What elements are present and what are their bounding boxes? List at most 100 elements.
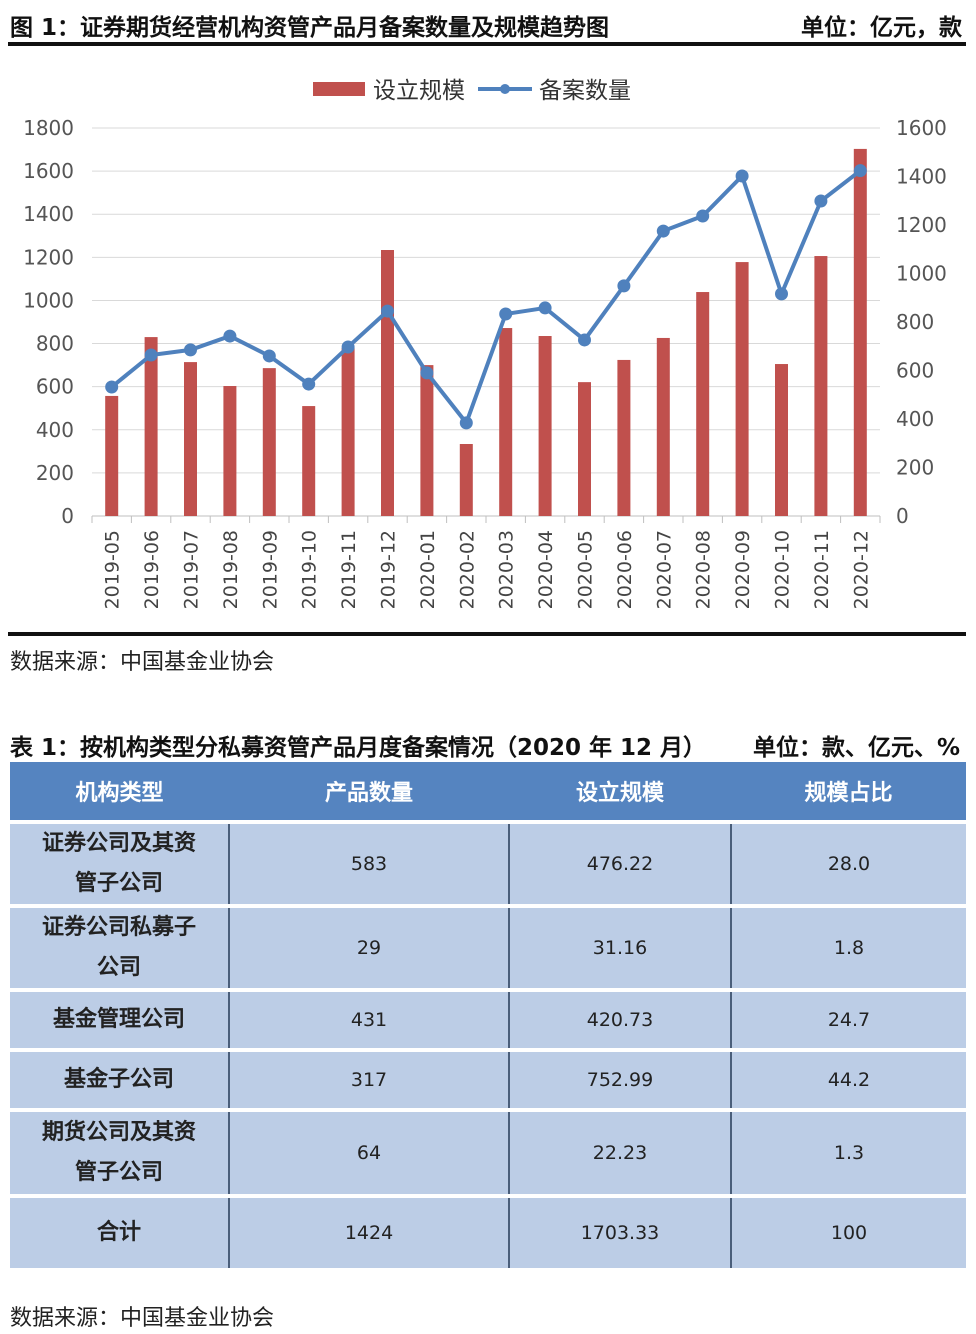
point-2019-07 (184, 343, 197, 357)
y-right-tick-label: 0 (896, 504, 909, 528)
x-tick-label: 2019-12 (378, 530, 400, 609)
bar-2020-07 (656, 337, 670, 516)
bar-2020-02 (459, 444, 473, 516)
point-2019-11 (341, 340, 355, 354)
table-row: 合计 1424 1703.33 100 (10, 1196, 966, 1268)
table-cell: 1703.33 (508, 1196, 731, 1268)
table-cell: 22.23 (508, 1110, 731, 1198)
point-2019-10 (302, 377, 316, 391)
y-right-tick-label: 400 (896, 407, 934, 431)
table-cell: 476.22 (508, 822, 731, 908)
x-tick-label: 2019-07 (181, 530, 203, 609)
y-left-tick-label: 600 (36, 375, 74, 399)
row-label: 合计 (10, 1196, 229, 1268)
y-right-tick-label: 1200 (896, 213, 947, 237)
table-cell: 28.0 (730, 822, 966, 908)
y-left-tick-label: 1200 (23, 245, 74, 269)
x-tick-label: 2020-06 (614, 530, 636, 609)
table-row: 基金子公司 317 752.99 44.2 (10, 1050, 966, 1112)
y-left-tick-label: 1400 (23, 202, 74, 226)
table-cell: 24.7 (730, 990, 966, 1052)
x-tick-label: 2020-09 (732, 530, 754, 609)
y-right-tick-label: 600 (896, 359, 934, 383)
point-2020-11 (814, 194, 828, 208)
bar-2020-08 (696, 292, 710, 516)
data-table: 机构类型 产品数量 设立规模 规模占比 证券公司及其资管子公司 583 476.22… (10, 762, 966, 1268)
row-label: 基金管理公司 (10, 990, 229, 1052)
point-2019-09 (262, 349, 276, 363)
table-source: 数据来源：中国基金业协会 (10, 1306, 275, 1331)
point-2020-01 (420, 366, 434, 380)
figure-source: 数据来源：中国基金业协会 (10, 650, 275, 675)
x-tick-label: 2019-09 (259, 530, 281, 609)
y-right-tick-label: 1600 (896, 116, 947, 140)
table-cell: 420.73 (508, 990, 731, 1052)
point-2020-10 (775, 287, 788, 301)
bar-2019-10 (302, 406, 316, 516)
bar-2019-07 (184, 362, 197, 516)
table-title: 表 1：按机构类型分私募资管产品月度备案情况（2020 年 12 月） (10, 735, 707, 761)
figure-unit: 单位：亿元，款 (801, 15, 962, 41)
point-2020-07 (656, 224, 670, 238)
y-left-tick-label: 400 (36, 418, 74, 442)
bar-2019-08 (223, 386, 237, 516)
bar-2020-01 (420, 365, 434, 516)
x-tick-label: 2019-10 (299, 530, 321, 609)
legend-label-line: 备案数量 (539, 78, 631, 104)
x-tick-label: 2020-10 (772, 530, 794, 609)
table-cell: 583 (228, 822, 509, 908)
table-row: 证券公司及其资管子公司 583 476.22 28.0 (10, 822, 966, 908)
header-cell: 设立规模 (509, 762, 731, 824)
bar-2019-09 (262, 368, 276, 516)
bar-2020-11 (814, 256, 828, 516)
table-cell: 1.8 (730, 906, 966, 992)
table-cell: 1424 (228, 1196, 509, 1268)
y-left-tick-label: 1600 (23, 159, 74, 183)
table-cell: 44.2 (730, 1050, 966, 1112)
y-right-tick-label: 1000 (896, 262, 947, 286)
bar-2020-03 (499, 328, 513, 516)
bar-2020-04 (538, 336, 552, 516)
x-tick-label: 2019-08 (220, 530, 242, 609)
divider (8, 632, 966, 636)
point-2020-12 (853, 164, 867, 178)
x-tick-label: 2020-07 (653, 530, 675, 609)
bar-2020-06 (617, 359, 631, 516)
row-label: 期货公司及其资管子公司 (10, 1110, 229, 1198)
table-cell: 431 (228, 990, 509, 1052)
table-cell: 31.16 (508, 906, 731, 992)
bar-2020-10 (775, 364, 788, 516)
y-right-tick-label: 200 (896, 456, 934, 480)
point-2019-08 (223, 329, 237, 343)
table-unit: 单位：款、亿元、% (752, 735, 960, 761)
bar-2020-05 (578, 382, 591, 516)
row-label: 证券公司私募子公司 (10, 906, 229, 992)
table-cell: 64 (228, 1110, 509, 1198)
point-2019-06 (144, 348, 158, 362)
point-2020-08 (696, 209, 710, 223)
point-2020-03 (499, 307, 513, 321)
x-tick-label: 2020-08 (693, 530, 715, 609)
y-left-tick-label: 1800 (23, 116, 74, 140)
chart: 设立规模 备案数量 0 200 400 600 800 1000 1200 1400 1600 1… (23, 78, 947, 609)
y-right-tick-label: 800 (896, 310, 934, 334)
x-tick-label: 2020-04 (535, 530, 557, 609)
x-tick-label: 2020-01 (417, 530, 439, 609)
line-series (110, 169, 862, 427)
bar-2020-12 (853, 148, 867, 517)
x-tick-label: 2019-05 (102, 530, 124, 609)
bar-2020-09 (735, 262, 749, 516)
divider (8, 42, 966, 46)
table-cell: 100 (730, 1196, 966, 1268)
y-left-tick-label: 1000 (23, 288, 74, 312)
y-left-tick-label: 0 (61, 504, 74, 528)
header-cell: 规模占比 (731, 762, 966, 824)
point-2019-12 (381, 304, 394, 318)
point-2020-02 (459, 416, 473, 430)
point-2020-05 (578, 333, 591, 347)
point-2020-06 (617, 279, 631, 293)
bar-2019-11 (341, 348, 355, 516)
row-label: 基金子公司 (10, 1050, 229, 1112)
row-label: 证券公司及其资管子公司 (10, 822, 229, 908)
legend-swatch-bar (313, 82, 365, 96)
